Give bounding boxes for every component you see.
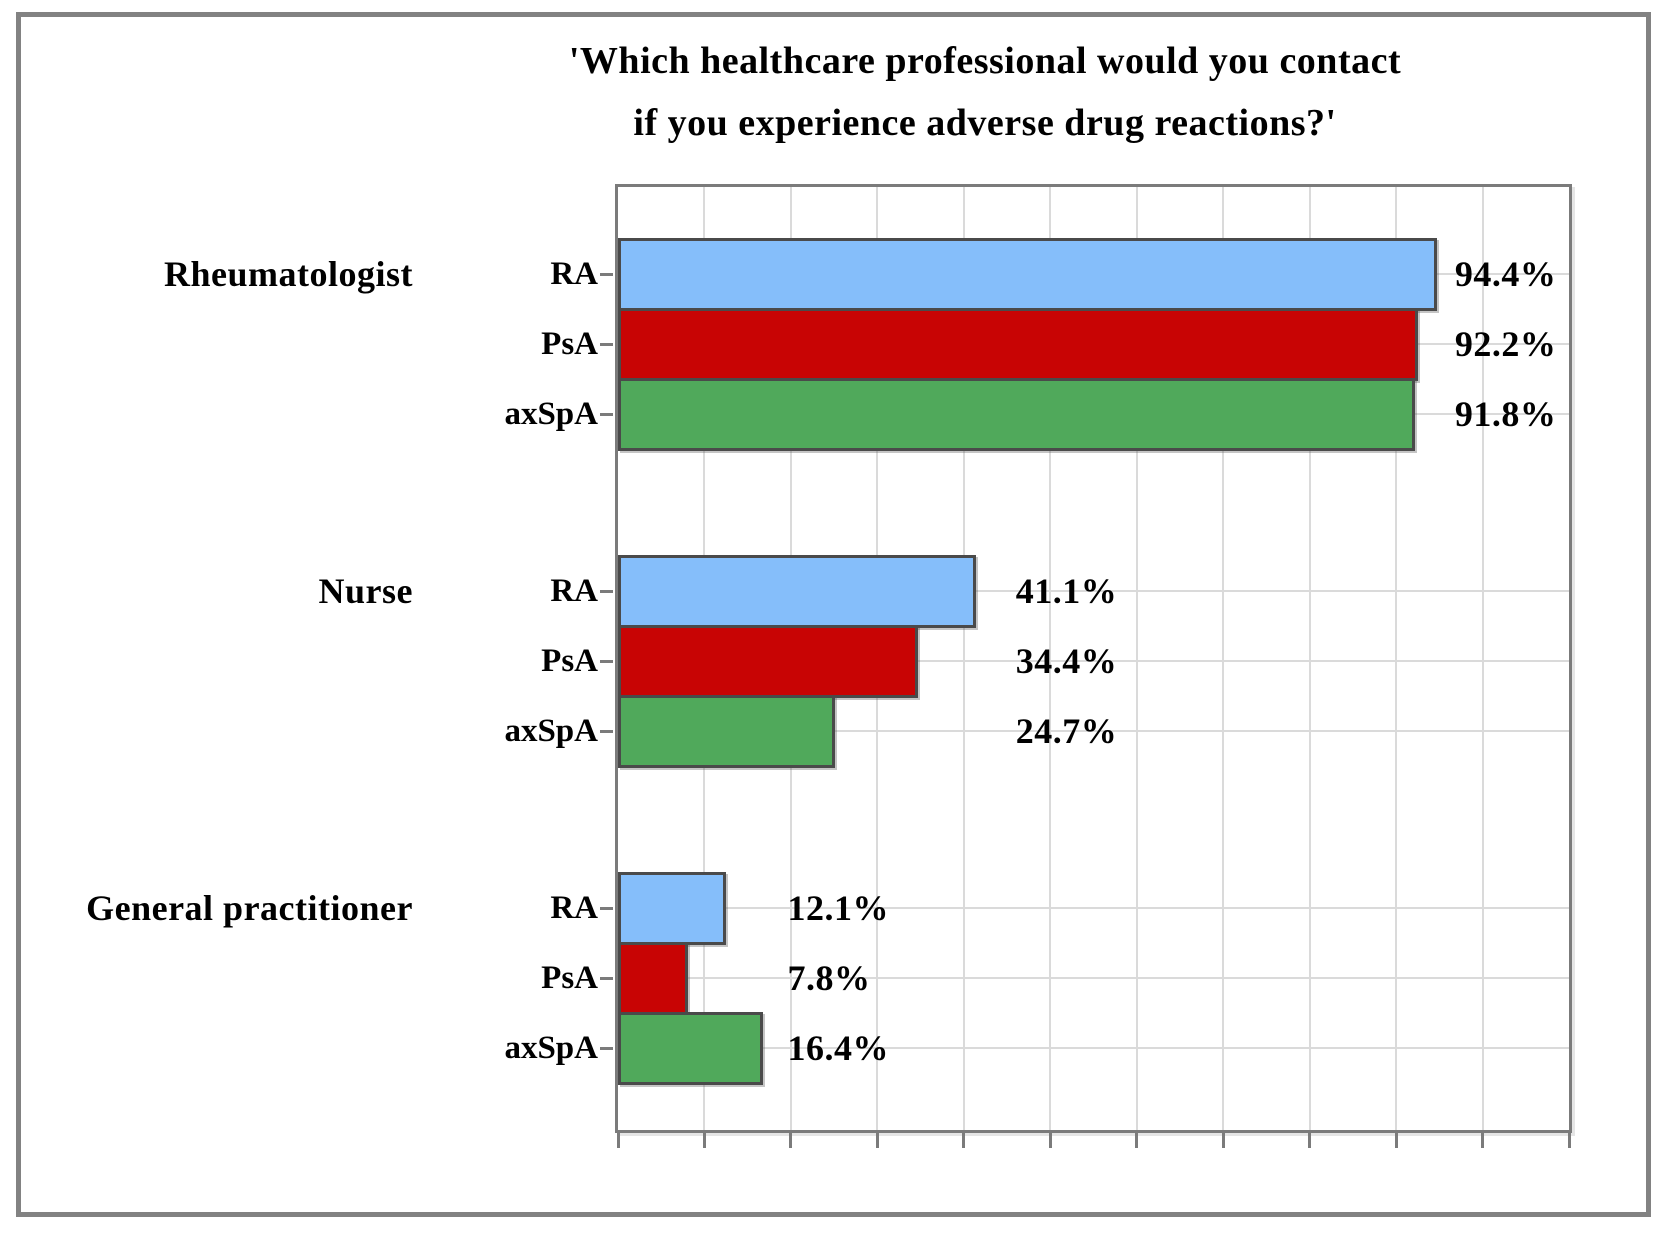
outer-frame <box>16 12 1651 1217</box>
vertical-gridline <box>1222 187 1225 1130</box>
y-axis-tick <box>600 343 613 346</box>
series-label-nurse-psa: PsA <box>541 643 598 679</box>
y-axis-tick <box>600 907 613 910</box>
y-axis-tick <box>600 660 613 663</box>
x-axis-tick <box>875 1133 879 1148</box>
x-axis-tick <box>702 1133 706 1148</box>
bar-general-practitioner-axspa <box>618 1012 763 1085</box>
y-axis-tick <box>600 413 613 416</box>
bar-nurse-axspa <box>618 695 835 768</box>
group-label-rheumatologist: Rheumatologist <box>164 254 413 294</box>
series-label-nurse-axspa: axSpA <box>504 713 598 749</box>
value-label-general-practitioner-psa: 7.8% <box>787 958 871 998</box>
y-axis-tick <box>600 1047 613 1050</box>
x-axis-tick <box>1048 1133 1052 1148</box>
x-axis-tick <box>1394 1133 1398 1148</box>
horizontal-gridline <box>618 660 1569 662</box>
y-axis-tick <box>600 273 613 276</box>
series-label-rheumatologist-psa: PsA <box>541 326 598 362</box>
series-label-general-practitioner-ra: RA <box>550 890 598 926</box>
x-axis-tick <box>962 1133 966 1148</box>
bar-rheumatologist-ra <box>618 238 1438 311</box>
horizontal-gridline <box>618 730 1569 732</box>
series-label-general-practitioner-psa: PsA <box>541 960 598 996</box>
y-axis-tick <box>600 977 613 980</box>
horizontal-gridline <box>618 590 1569 592</box>
chart-title-line-2: if you experience adverse drug reactions… <box>633 102 1337 144</box>
bar-rheumatologist-axspa <box>618 378 1415 451</box>
value-label-rheumatologist-psa: 92.2% <box>1454 324 1557 364</box>
value-label-general-practitioner-axspa: 16.4% <box>787 1028 889 1068</box>
x-axis-tick <box>616 1133 620 1148</box>
horizontal-gridline <box>618 1047 1569 1049</box>
horizontal-gridline <box>618 977 1569 979</box>
x-axis-tick <box>789 1133 793 1148</box>
vertical-gridline <box>1135 187 1138 1130</box>
value-label-nurse-axspa: 24.7% <box>1015 711 1118 751</box>
vertical-gridline <box>962 187 965 1130</box>
bar-rheumatologist-psa <box>618 308 1419 381</box>
value-label-general-practitioner-ra: 12.1% <box>787 888 889 928</box>
vertical-gridline <box>1481 187 1484 1130</box>
y-axis-tick <box>600 590 613 593</box>
series-label-general-practitioner-axspa: axSpA <box>504 1030 598 1066</box>
value-label-rheumatologist-axspa: 91.8% <box>1454 394 1557 434</box>
x-axis-tick <box>1481 1133 1485 1148</box>
series-label-nurse-ra: RA <box>550 573 598 609</box>
group-label-general-practitioner: General practitioner <box>86 888 413 928</box>
x-axis-tick <box>1221 1133 1225 1148</box>
x-axis-tick <box>1567 1133 1571 1148</box>
value-label-nurse-ra: 41.1% <box>1015 571 1118 611</box>
x-axis-tick <box>1308 1133 1312 1148</box>
x-axis-tick <box>1135 1133 1139 1148</box>
value-label-rheumatologist-ra: 94.4% <box>1454 254 1557 294</box>
chart-title: 'Which healthcare professional would you… <box>290 30 1667 154</box>
horizontal-gridline <box>618 907 1569 909</box>
y-axis-tick <box>600 730 613 733</box>
bar-nurse-psa <box>618 625 919 698</box>
bar-nurse-ra <box>618 555 977 628</box>
chart-title-line-1: 'Which healthcare professional would you… <box>568 40 1402 82</box>
value-label-nurse-psa: 34.4% <box>1015 641 1118 681</box>
vertical-gridline <box>1395 187 1398 1130</box>
vertical-gridline <box>1308 187 1311 1130</box>
series-label-rheumatologist-ra: RA <box>550 256 598 292</box>
series-label-rheumatologist-axspa: axSpA <box>504 396 598 432</box>
group-label-nurse: Nurse <box>318 571 413 611</box>
bar-general-practitioner-psa <box>618 942 689 1015</box>
bar-general-practitioner-ra <box>618 872 726 945</box>
plot-area <box>615 184 1572 1133</box>
vertical-gridline <box>1049 187 1052 1130</box>
